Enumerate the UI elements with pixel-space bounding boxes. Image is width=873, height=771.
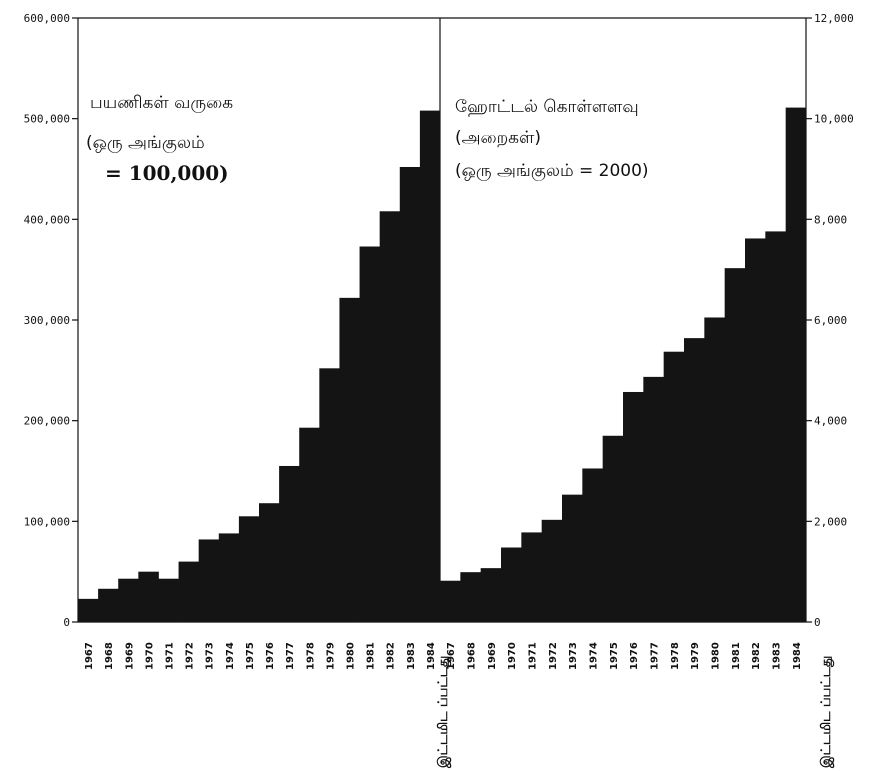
bars-layer [78,107,807,623]
left-x-tick-1967: 1967 [84,642,95,670]
left-x-tick-1969: 1969 [124,642,135,670]
left-y-tick-600000: 600,000 [24,12,70,25]
right-x-tick-1968: 1968 [467,642,478,670]
tourist-arrivals-bar-1981 [359,246,381,622]
hotel-capacity-bar-1972 [541,519,563,622]
right-y-tick-2000: 2,000 [814,515,847,528]
left-x-tick-1979: 1979 [325,642,336,670]
tourist-arrivals-bar-1969 [118,578,139,622]
hotel-capacity-bar-1984 [785,107,807,623]
right-x-tick-1978: 1978 [670,642,681,670]
hotel-capacity-bar-1967 [440,580,461,622]
left-x-tick-1978: 1978 [305,642,316,670]
left-x-tick-1984: 1984 [426,642,437,670]
left-x-tick-1974: 1974 [225,642,236,670]
left-x-tick-1977: 1977 [285,642,296,670]
right-x-tick-1972: 1972 [548,642,559,670]
hotel-capacity-bar-1969 [480,568,502,622]
left-x-tick-1975: 1975 [245,642,256,670]
right-x-tick-1974: 1974 [589,642,600,670]
left-x-tick-1983: 1983 [406,642,417,670]
left-y-tick-300000: 300,000 [24,314,70,327]
hotel-capacity-bar-1977 [643,376,665,622]
hotel-capacity-bar-1980 [704,317,726,622]
left-y-tick-500000: 500,000 [24,113,70,126]
hotel-capacity-bar-1973 [562,494,583,622]
x-ticks-layer: 1967 1968 1969 1970 1971 1972 1973 1974 1975 1976… [84,642,803,670]
right-title-line-3: (ஒரு அங்குலம் = 2000) [455,161,649,181]
tourist-arrivals-bar-1971 [158,578,179,622]
tourist-arrivals-bar-1978 [299,427,320,622]
right-y-tick-6000: 6,000 [814,314,847,327]
right-x-tick-1970: 1970 [507,642,518,670]
right-x-tick-1983: 1983 [772,642,783,670]
tourist-arrivals-bar-1977 [279,465,300,622]
tourist-arrivals-bar-1976 [259,503,280,622]
tourist-arrivals-bar-1972 [178,561,200,622]
left-title-line-1: பயணிகள் வருகை [90,93,233,113]
right-x-tick-1979: 1979 [690,642,701,670]
left-x-tick-1972: 1972 [185,642,196,670]
hotel-capacity-bar-1979 [684,338,705,622]
left-x-tick-1973: 1973 [205,642,216,670]
hotel-capacity-bar-1970 [501,547,522,622]
hotel-capacity-bar-1981 [724,268,746,622]
left-y-tick-200000: 200,000 [24,415,70,428]
right-title-line-2: (அறைகள்) [455,128,541,148]
right-x-tick-1969: 1969 [487,642,498,670]
right-x-tick-1984: 1984 [792,642,803,670]
left-y-tick-400000: 400,000 [24,213,70,226]
hotel-capacity-bar-1971 [521,532,543,622]
right-y-tick-8000: 8,000 [814,213,847,226]
left-y-tick-100000: 100,000 [24,515,70,528]
right-x-tick-1967: 1967 [446,642,457,670]
left-x-tick-1981: 1981 [366,642,377,670]
hotel-capacity-bar-1978 [663,351,685,622]
hotel-capacity-bar-1983 [765,231,787,622]
tourist-arrivals-bar-1979 [319,368,340,622]
tourist-arrivals-bar-1983 [399,166,421,623]
hotel-capacity-bar-1976 [623,391,644,622]
left-x-tick-1971: 1971 [165,642,176,670]
left-title-line-3: = 100,000) [105,161,229,185]
left-x-tick-1982: 1982 [386,642,397,670]
right-y-tick-4000: 4,000 [814,415,847,428]
right-x-tick-1980: 1980 [711,642,722,670]
tourist-arrivals-bar-1982 [379,211,401,622]
tourist-arrivals-bar-1975 [238,516,260,622]
right-x-tick-1971: 1971 [528,642,539,670]
left-x-tick-1968: 1968 [104,642,115,670]
hotel-capacity-bar-1975 [602,435,624,622]
right-x-tick-1975: 1975 [609,642,620,670]
right-x-tick-1976: 1976 [629,642,640,670]
left-y-tick-0: 0 [63,616,70,629]
right-y-tick-10000: 10,000 [814,113,854,126]
right-x-tick-1982: 1982 [751,642,762,670]
tourist-arrivals-bar-1984 [419,110,441,623]
tourist-arrivals-bar-1967 [78,598,99,622]
left-x-tick-1976: 1976 [265,642,276,670]
right-extra-label: இட்டமிட ப்பட்டது [819,656,834,769]
left-title-line-2: (ஒரு அங்குலம் [86,133,205,153]
hotel-capacity-bar-1982 [745,238,766,622]
tourist-arrivals-bar-1980 [339,297,360,622]
tourist-arrivals-bar-1974 [218,533,240,622]
right-x-tick-1981: 1981 [731,642,742,670]
right-title-line-1: ஹோட்டல் கொள்ளளவு [455,97,639,117]
left-x-tick-1980: 1980 [346,642,357,670]
left-extra-label: இட்டமிட ப்பட்டது [436,656,451,769]
tourist-arrivals-bar-1968 [98,588,119,622]
right-x-tick-1977: 1977 [650,642,661,670]
hotel-capacity-bar-1968 [460,572,482,622]
right-x-tick-1973: 1973 [568,642,579,670]
tourist-arrivals-bar-1973 [198,539,220,622]
right-y-tick-0: 0 [814,616,821,629]
right-y-tick-12000: 12,000 [814,12,854,25]
y-ticks-layer: 0 100,000 200,000 300,000 400,000 500,000 600,… [24,12,854,629]
hotel-capacity-bar-1974 [582,468,604,622]
left-x-tick-1970: 1970 [144,642,155,670]
tourist-arrivals-bar-1970 [138,571,159,622]
